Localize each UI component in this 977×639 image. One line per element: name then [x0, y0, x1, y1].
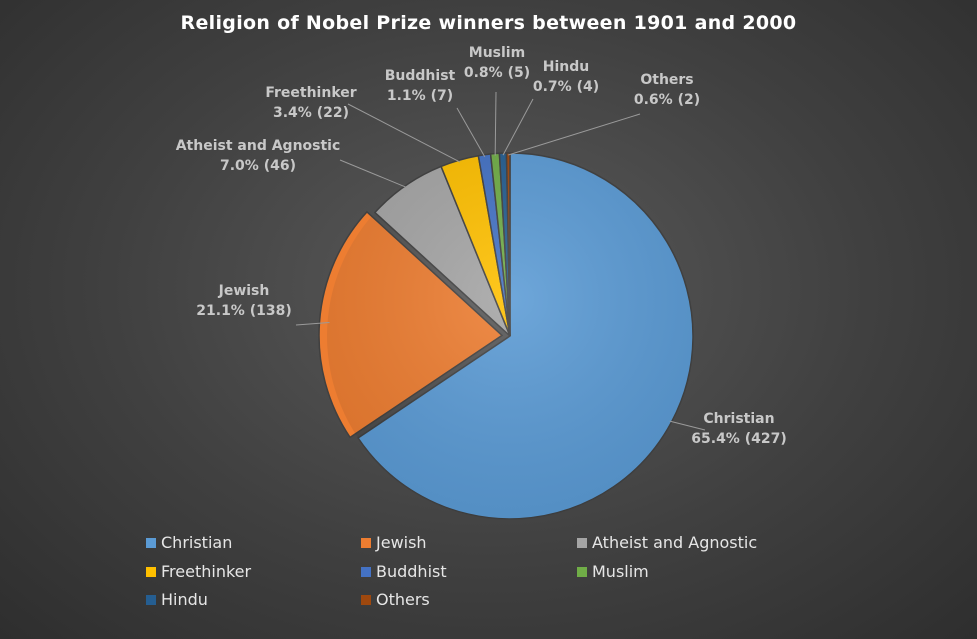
- data-label-name: Others: [640, 72, 693, 88]
- legend-swatch: [361, 537, 371, 548]
- legend-label: Muslim: [592, 562, 649, 581]
- legend-item-others: Others: [361, 590, 430, 609]
- data-label-value: 0.7% (4): [533, 79, 599, 95]
- legend-swatch: [361, 594, 371, 605]
- legend-label: Others: [376, 590, 430, 609]
- leader-line: [456, 107, 486, 158]
- data-label-name: Muslim: [469, 45, 525, 61]
- leader-line: [295, 321, 330, 326]
- data-label-value: 7.0% (46): [220, 158, 296, 174]
- data-label-value: 65.4% (427): [691, 431, 786, 447]
- data-label-name: Christian: [703, 411, 774, 427]
- legend-label: Christian: [161, 533, 233, 552]
- data-label-name: Jewish: [218, 283, 270, 299]
- legend-swatch: [577, 566, 587, 577]
- data-label-name: Freethinker: [265, 85, 356, 101]
- legend-item-jewish: Jewish: [361, 533, 427, 552]
- leader-line: [339, 159, 407, 188]
- data-label-value: 3.4% (22): [273, 105, 349, 121]
- legend-swatch: [146, 537, 156, 548]
- legend-label: Freethinker: [161, 562, 252, 581]
- legend-label: Hindu: [161, 590, 208, 609]
- legend-item-atheist-and-agnostic: Atheist and Agnostic: [577, 533, 757, 552]
- legend-item-hindu: Hindu: [146, 590, 208, 609]
- leader-line: [502, 98, 534, 156]
- legend-swatch: [146, 594, 156, 605]
- data-label-name: Atheist and Agnostic: [176, 138, 341, 154]
- legend-swatch: [146, 566, 156, 577]
- legend-item-buddhist: Buddhist: [361, 562, 447, 581]
- data-label-name: Hindu: [543, 59, 589, 75]
- legend-swatch: [577, 537, 587, 548]
- data-label-value: 21.1% (138): [196, 303, 291, 319]
- leader-line: [508, 113, 641, 156]
- legend-item-freethinker: Freethinker: [146, 562, 251, 581]
- leader-line: [669, 420, 706, 431]
- pie-shading: [327, 153, 693, 519]
- data-label-name: Buddhist: [385, 68, 456, 84]
- legend-label: Jewish: [376, 533, 427, 552]
- data-label-value: 0.8% (5): [464, 65, 530, 81]
- legend-item-muslim: Muslim: [577, 562, 649, 581]
- data-label-value: 1.1% (7): [387, 88, 453, 104]
- legend-label: Atheist and Agnostic: [592, 533, 758, 552]
- chart-title: Religion of Nobel Prize winners between …: [180, 12, 797, 34]
- leader-line: [347, 103, 461, 163]
- legend-swatch: [361, 566, 371, 577]
- data-label-value: 0.6% (2): [634, 92, 700, 108]
- legend-item-christian: Christian: [146, 533, 232, 552]
- legend-label: Buddhist: [376, 562, 447, 581]
- leader-line: [494, 91, 497, 156]
